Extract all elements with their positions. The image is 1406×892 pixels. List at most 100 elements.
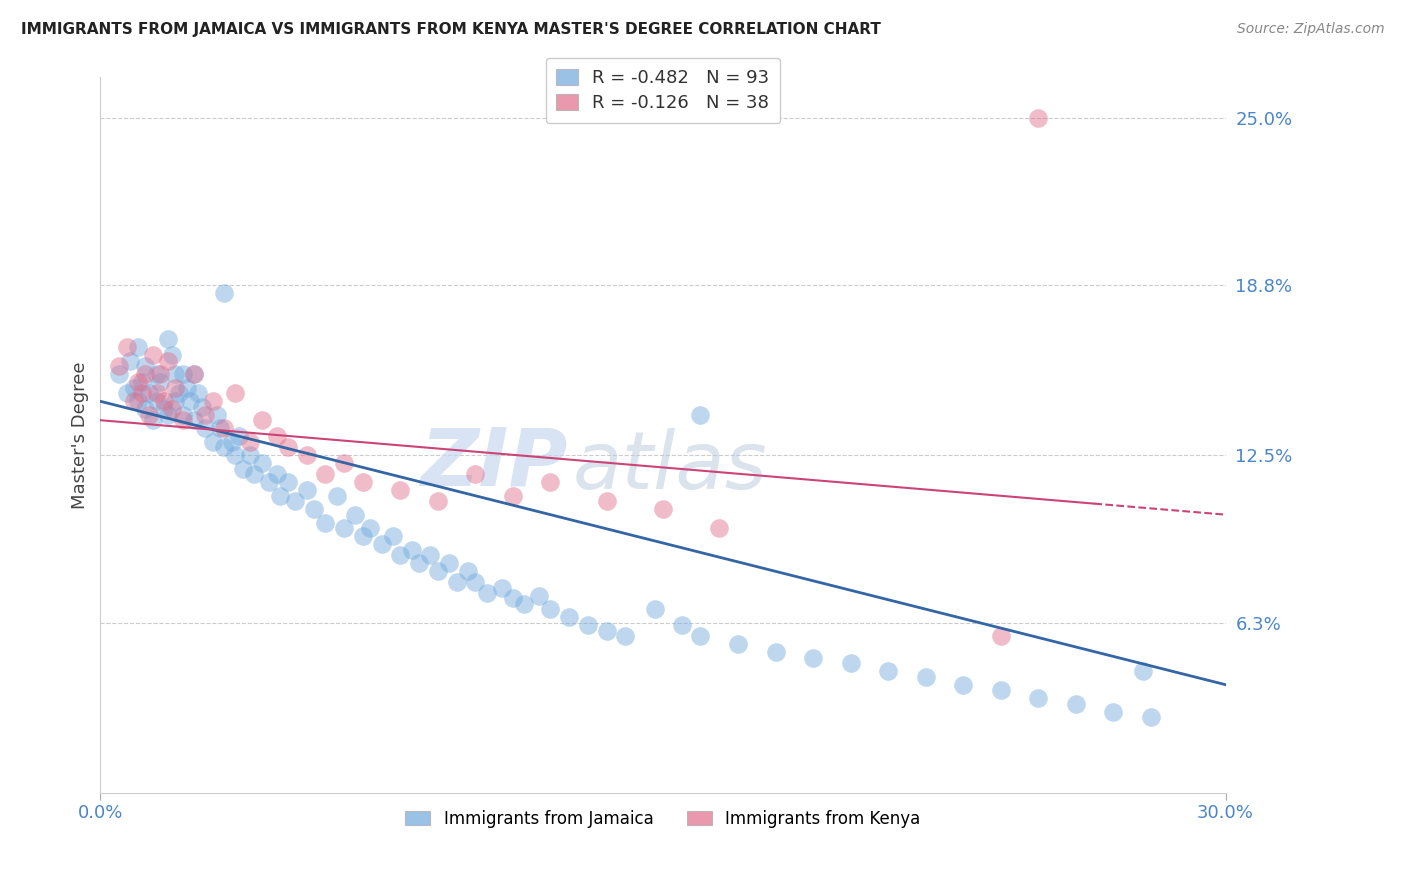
Point [302, 502, 325, 516]
Point [464, 467, 486, 482]
Point [284, 494, 307, 508]
Point [475, 586, 498, 600]
Point [165, 394, 187, 409]
Point [266, 429, 288, 443]
Point [558, 610, 581, 624]
Point [1102, 705, 1125, 719]
Point [160, 348, 183, 362]
Point [167, 386, 190, 401]
Point [134, 359, 156, 374]
Text: Source: ZipAtlas.com: Source: ZipAtlas.com [1237, 22, 1385, 37]
Point [381, 529, 404, 543]
Point [765, 645, 787, 659]
Point [689, 629, 711, 643]
Point [160, 402, 183, 417]
Point [295, 448, 318, 462]
Point [540, 602, 562, 616]
Text: atlas: atlas [574, 428, 768, 507]
Point [314, 516, 336, 530]
Point [359, 521, 381, 535]
Point [209, 421, 232, 435]
Point [502, 591, 524, 606]
Point [269, 489, 291, 503]
Point [446, 575, 468, 590]
Point [1139, 710, 1161, 724]
Point [990, 683, 1012, 698]
Point [529, 589, 551, 603]
Point [671, 618, 693, 632]
Point [165, 368, 187, 382]
Point [194, 408, 217, 422]
Text: IMMIGRANTS FROM JAMAICA VS IMMIGRANTS FROM KENYA MASTER'S DEGREE CORRELATION CHA: IMMIGRANTS FROM JAMAICA VS IMMIGRANTS FR… [21, 22, 882, 37]
Point [138, 386, 160, 401]
Point [205, 408, 228, 422]
Point [187, 386, 209, 401]
Point [108, 368, 131, 382]
Point [513, 597, 536, 611]
Point [212, 421, 235, 435]
Point [156, 354, 179, 368]
Point [250, 456, 273, 470]
Point [134, 368, 156, 382]
Point [502, 489, 524, 503]
Point [1064, 697, 1087, 711]
Point [426, 565, 449, 579]
Point [201, 394, 224, 409]
Point [370, 537, 392, 551]
Point [426, 494, 449, 508]
Point [183, 413, 205, 427]
Point [243, 467, 266, 482]
Point [389, 483, 412, 498]
Point [156, 332, 179, 346]
Point [389, 548, 412, 562]
Point [344, 508, 367, 522]
Point [149, 368, 172, 382]
Point [295, 483, 318, 498]
Point [145, 386, 167, 401]
Point [145, 394, 167, 409]
Point [172, 368, 194, 382]
Point [127, 340, 149, 354]
Point [257, 475, 280, 490]
Point [952, 678, 974, 692]
Point [839, 656, 862, 670]
Point [401, 542, 423, 557]
Point [333, 456, 356, 470]
Point [464, 575, 486, 590]
Point [644, 602, 666, 616]
Point [1132, 664, 1154, 678]
Point [212, 286, 235, 301]
Point [115, 386, 138, 401]
Point [172, 413, 194, 427]
Point [138, 408, 160, 422]
Point [419, 548, 441, 562]
Point [576, 618, 599, 632]
Point [127, 376, 149, 390]
Point [239, 434, 262, 449]
Point [1026, 111, 1049, 125]
Point [709, 521, 731, 535]
Text: ZIP: ZIP [420, 425, 568, 503]
Point [408, 556, 430, 570]
Point [172, 408, 194, 422]
Point [115, 340, 138, 354]
Point [131, 376, 153, 390]
Point [333, 521, 356, 535]
Point [266, 467, 288, 482]
Point [153, 402, 176, 417]
Point [134, 402, 156, 417]
Point [596, 494, 619, 508]
Point [1026, 691, 1049, 706]
Point [801, 650, 824, 665]
Point [239, 448, 262, 462]
Point [224, 386, 246, 401]
Point [131, 386, 153, 401]
Point [277, 475, 299, 490]
Legend: Immigrants from Jamaica, Immigrants from Kenya: Immigrants from Jamaica, Immigrants from… [399, 803, 927, 834]
Point [142, 413, 165, 427]
Point [201, 434, 224, 449]
Point [614, 629, 637, 643]
Point [122, 394, 145, 409]
Point [727, 637, 749, 651]
Point [149, 376, 172, 390]
